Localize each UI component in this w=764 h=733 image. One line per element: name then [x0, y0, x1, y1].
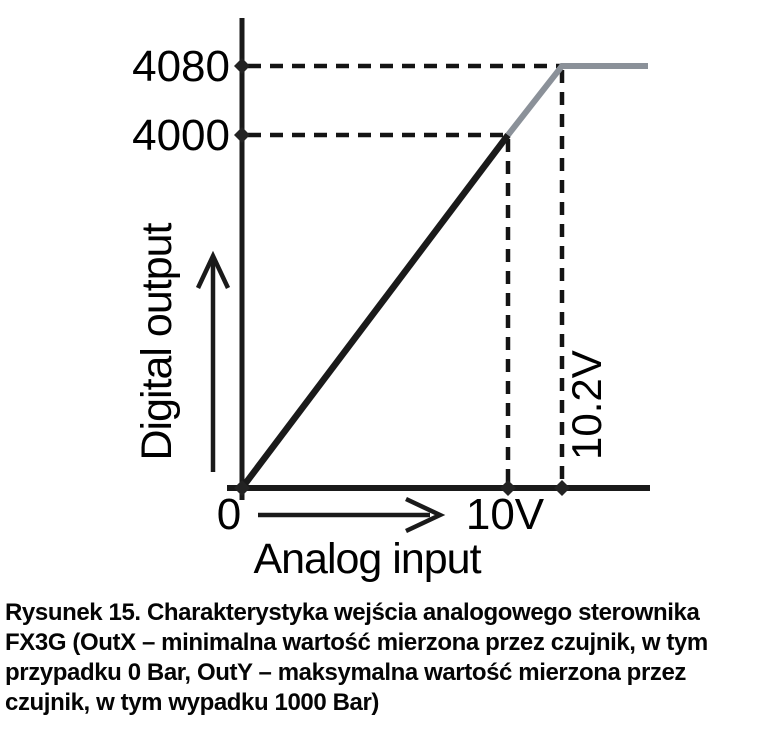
- caption-line-2: FX3G (OutX – minimalna wartość mierzona …: [5, 629, 708, 656]
- axis-marker: [500, 480, 516, 496]
- figure-caption: Rysunek 15. Charakterystyka wejścia anal…: [5, 598, 757, 718]
- caption-line-4: czujnik, w tym wypadku 1000 Bar): [5, 689, 380, 716]
- caption-line-1: Rysunek 15. Charakterystyka wejścia anal…: [5, 599, 700, 626]
- y-tick-label-4000: 4000: [132, 111, 230, 160]
- x-tick-label-10V: 10V: [466, 490, 545, 539]
- series-saturation-region: [505, 63, 648, 137]
- x-tick-label-0: 0: [217, 490, 241, 539]
- y-axis-title: Digital output: [133, 222, 181, 460]
- x-tick-label-10.2V: 10.2V: [563, 350, 610, 460]
- axis-marker: [234, 58, 250, 74]
- axis-marker: [234, 127, 250, 143]
- y-direction-arrow-head-icon: [195, 250, 231, 289]
- axis-marker: [234, 480, 250, 496]
- caption-line-3: przypadku 0 Bar, OutY – maksymalna warto…: [5, 659, 687, 686]
- line-chart: 4000 4080 0 10V 10.2V Digital output Analog in…: [132, 18, 650, 583]
- y-tick-label-4080: 4080: [132, 42, 230, 91]
- x-direction-arrow-head-icon: [405, 496, 446, 534]
- series-linear-region: [239, 133, 511, 490]
- axis-marker: [554, 480, 570, 496]
- x-axis-title: Analog input: [253, 535, 481, 583]
- analog-input-characteristic-figure: 4000 4080 0 10V 10.2V Digital output Analog in…: [5, 18, 757, 718]
